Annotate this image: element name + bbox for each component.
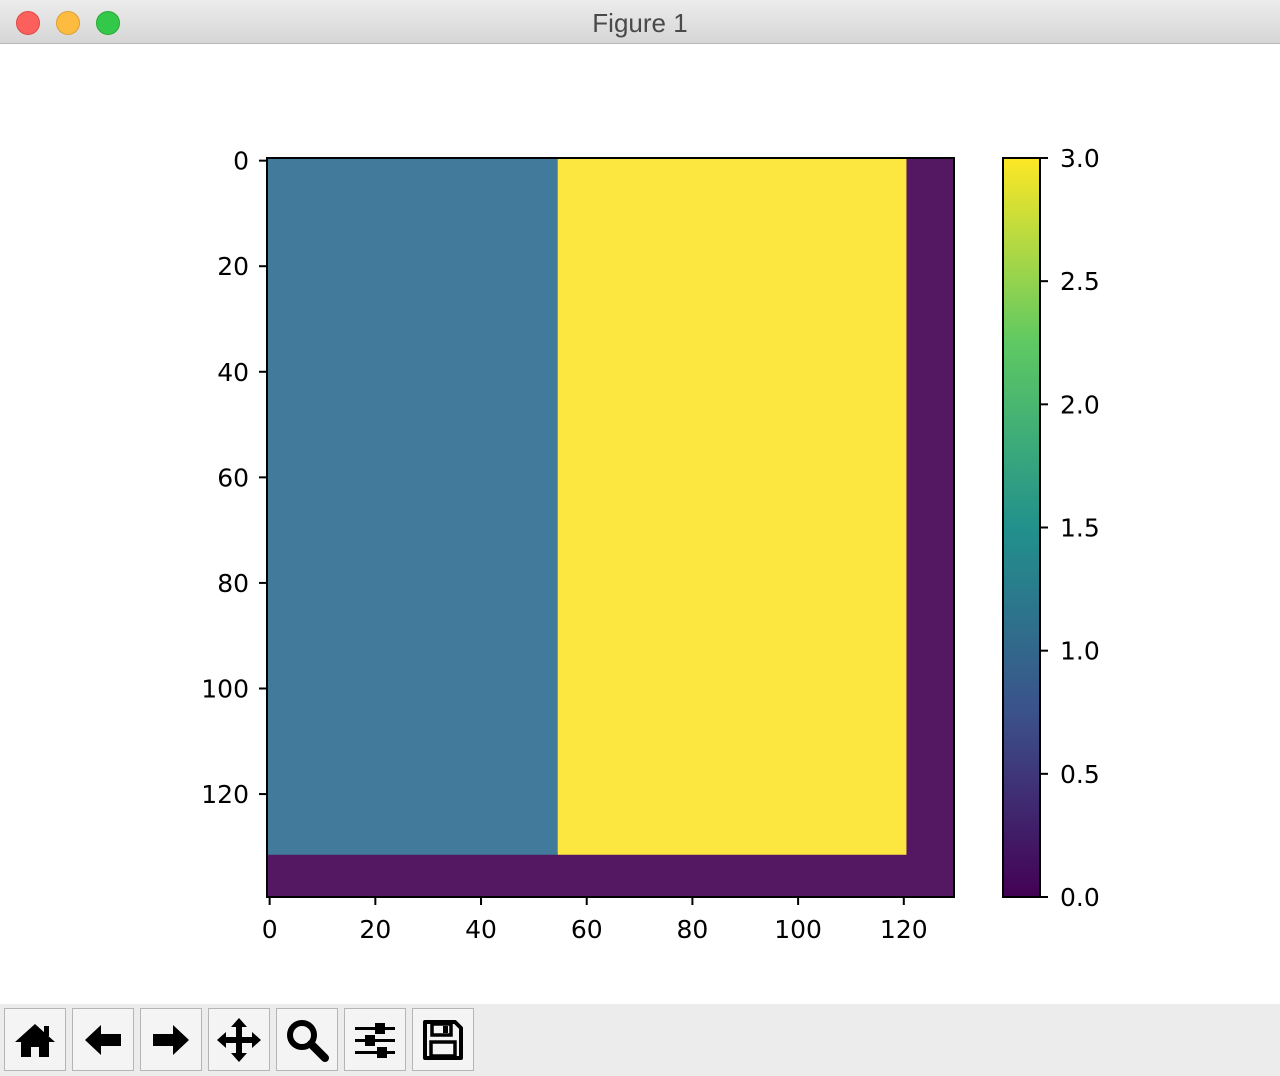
forward-button[interactable]	[140, 1008, 202, 1071]
colorbar	[1002, 157, 1041, 898]
arrow-left-icon	[85, 1024, 121, 1055]
magnifier-icon	[287, 1019, 329, 1062]
y-tick-label: 80	[217, 569, 249, 598]
y-tick-label: 100	[201, 674, 249, 703]
x-tick-label: 120	[880, 915, 928, 944]
y-tick-label: 60	[217, 463, 249, 492]
move-icon	[217, 1017, 261, 1062]
y-tick-label: 40	[217, 358, 249, 387]
x-tick-label: 0	[262, 915, 278, 944]
minimize-window-button[interactable]	[56, 11, 80, 35]
zoom-button[interactable]	[276, 1008, 338, 1071]
maximize-window-button[interactable]	[96, 11, 120, 35]
x-tick-label: 40	[465, 915, 497, 944]
axes-frame	[266, 157, 955, 898]
window-titlebar: Figure 1	[0, 0, 1280, 44]
subplots-button[interactable]	[344, 1008, 406, 1071]
colorbar-tick-label: 1.5	[1060, 514, 1100, 543]
colorbar-tick-label: 0.5	[1060, 760, 1100, 789]
navigation-toolbar	[0, 1004, 1280, 1076]
arrow-right-icon	[153, 1024, 189, 1055]
back-button[interactable]	[72, 1008, 134, 1071]
save-button[interactable]	[412, 1008, 474, 1071]
x-tick-label: 80	[677, 915, 709, 944]
x-tick-label: 100	[774, 915, 822, 944]
x-tick-label: 20	[359, 915, 391, 944]
y-tick-label: 20	[217, 252, 249, 281]
home-icon	[15, 1023, 55, 1057]
colorbar-tick-label: 3.0	[1060, 144, 1100, 173]
y-tick-label: 0	[233, 147, 249, 176]
colorbar-tick-label: 0.0	[1060, 883, 1100, 912]
x-tick-label: 60	[571, 915, 603, 944]
colorbar-tick-label: 1.0	[1060, 637, 1100, 666]
sliders-icon	[355, 1022, 395, 1058]
home-button[interactable]	[4, 1008, 66, 1071]
heatmap-chart: 0 20 40 60 80 100 120 0 20 40 60 80 100 120 0.0 0.5 1.…	[201, 144, 1100, 944]
colorbar-tick-label: 2.5	[1060, 267, 1100, 296]
colorbar-tick-label: 2.0	[1060, 390, 1100, 419]
window-title: Figure 1	[592, 8, 688, 38]
heatmap-region-1	[267, 158, 558, 855]
floppy-disk-icon	[423, 1019, 463, 1060]
heatmap-region-2	[557, 158, 907, 855]
figure-canvas[interactable]: 0 20 40 60 80 100 120 0 20 40 60 80 100 120 0.0 0.5 1.…	[0, 44, 1280, 1004]
y-tick-label: 120	[201, 780, 249, 809]
pan-button[interactable]	[208, 1008, 270, 1071]
close-window-button[interactable]	[16, 11, 40, 35]
